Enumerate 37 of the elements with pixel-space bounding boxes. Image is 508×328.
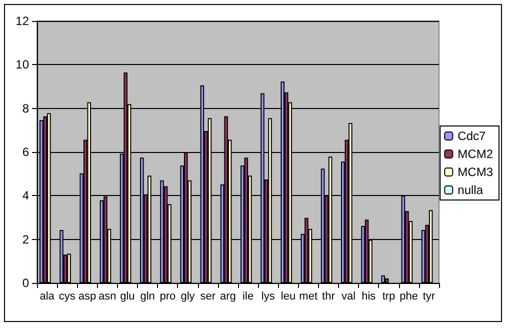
x-tick-label: lys	[261, 290, 276, 302]
x-tick-label: thr	[322, 290, 336, 302]
y-tick-label: 8	[22, 101, 30, 116]
x-tick-label: trp	[382, 290, 396, 302]
x-tick-label: ala	[40, 290, 56, 302]
bar	[304, 218, 308, 283]
legend-label: Cdc7	[458, 129, 486, 143]
x-tick-label: ser	[200, 290, 216, 302]
x-tick-label: gln	[140, 290, 155, 302]
x-tick-label: cys	[58, 290, 76, 302]
y-tick-label: 6	[22, 145, 30, 159]
legend-label: MCM2	[458, 147, 494, 161]
x-tick-label: met	[299, 290, 318, 302]
x-tick-label: gly	[180, 290, 196, 302]
legend-label: MCM3	[458, 165, 494, 179]
x-tick-label: his	[362, 290, 376, 302]
legend-label: nulla	[458, 183, 484, 197]
x-tick-label: val	[342, 290, 356, 302]
x-tick-label: tyr	[422, 290, 436, 302]
x-tick-label: ile	[242, 290, 254, 302]
x-tick-label: arg	[220, 290, 236, 302]
bar	[67, 254, 71, 283]
bar	[244, 158, 248, 283]
y-tick-label: 12	[16, 14, 30, 28]
y-tick-label: 2	[22, 232, 30, 246]
bar	[381, 275, 385, 283]
y-tick-label: 0	[22, 276, 30, 290]
x-tick-label: pro	[160, 290, 176, 302]
y-tick-label: 4	[22, 188, 30, 203]
x-tick-label: leu	[280, 290, 296, 302]
x-tick-label: glu	[120, 290, 135, 302]
x-tick-label: asp	[78, 290, 96, 302]
bar	[43, 116, 48, 283]
x-tick-label: phe	[400, 290, 418, 302]
x-tick-label: asn	[98, 290, 116, 302]
y-tick-label: 10	[16, 58, 30, 72]
bar	[384, 278, 389, 283]
